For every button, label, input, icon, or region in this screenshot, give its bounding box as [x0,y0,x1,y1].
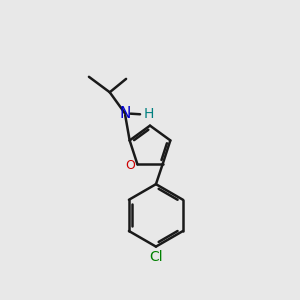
Text: H: H [144,107,154,121]
Text: N: N [119,106,131,121]
Text: O: O [125,159,135,172]
Text: Cl: Cl [149,250,163,264]
